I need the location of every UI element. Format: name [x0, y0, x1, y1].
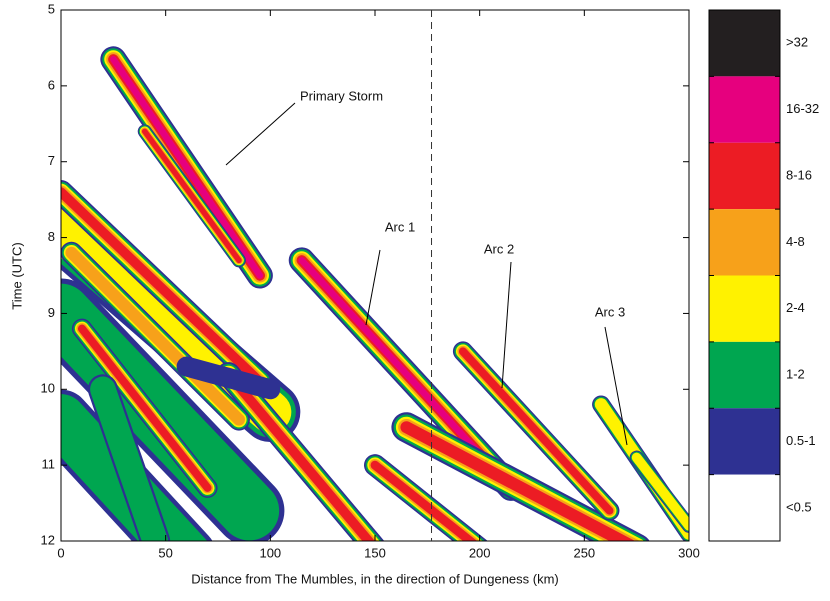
colorbar-swatch	[709, 275, 780, 342]
colorbar-label: 0.5-1	[786, 433, 816, 448]
y-tick-label: 10	[41, 381, 55, 396]
rain-band	[223, 369, 375, 541]
colorbar-swatch	[709, 142, 780, 210]
y-tick-label: 11	[42, 457, 56, 472]
annotation-line	[604, 326, 628, 446]
rain-band	[176, 356, 281, 400]
annotation: Arc 3	[595, 304, 625, 319]
colorbar-swatch	[709, 10, 780, 77]
annotation: Arc 1	[385, 219, 415, 234]
colorbar-swatch	[709, 209, 780, 276]
rain-band	[61, 187, 265, 387]
rain-band	[400, 421, 636, 541]
colorbar-label: 4-8	[786, 234, 805, 249]
colorbar-label: 8-16	[786, 167, 812, 182]
rain-band	[110, 56, 264, 279]
colorbar-label: 16-32	[786, 101, 819, 116]
colorbar-swatch	[709, 474, 780, 541]
rain-band	[65, 246, 245, 426]
colorbar-swatch	[709, 408, 780, 475]
x-tick-label: 150	[364, 545, 386, 560]
y-tick-label: 7	[48, 153, 55, 168]
x-tick-label: 50	[158, 545, 172, 560]
colorbar-label: 1-2	[786, 367, 805, 382]
rain-band	[458, 347, 614, 515]
y-axis-label: Time (UTC)	[9, 242, 24, 309]
y-tick-label: 12	[41, 532, 55, 547]
x-tick-label: 0	[57, 545, 64, 560]
y-tick-label: 6	[48, 77, 55, 92]
rain-band	[77, 324, 212, 492]
annotation-line	[365, 249, 381, 326]
x-tick-label: 250	[573, 545, 595, 560]
y-tick-label: 8	[48, 229, 55, 244]
colorbar-swatch	[709, 341, 780, 409]
colorbar-swatch	[709, 76, 780, 143]
colorbar-frame	[708, 9, 781, 542]
y-tick-label: 5	[48, 1, 55, 16]
rain-band	[631, 452, 689, 531]
colorbar-label: 2-4	[786, 300, 805, 315]
rain-band	[370, 460, 478, 541]
annotation-line	[501, 261, 512, 389]
rain-band	[90, 376, 168, 541]
colorbar-label: >32	[786, 35, 808, 50]
annotation: Primary Storm	[300, 88, 383, 103]
y-tick-label: 9	[48, 305, 55, 320]
annotation: Arc 2	[484, 241, 514, 256]
x-tick-label: 100	[259, 545, 281, 560]
x-tick-label: 300	[678, 545, 700, 560]
annotation-line	[225, 102, 296, 166]
x-tick-label: 200	[469, 545, 491, 560]
rain-band	[141, 128, 242, 264]
rain-bands	[61, 46, 689, 541]
x-axis-label: Distance from The Mumbles, in the direct…	[191, 571, 559, 586]
colorbar-label: <0.5	[786, 499, 812, 514]
